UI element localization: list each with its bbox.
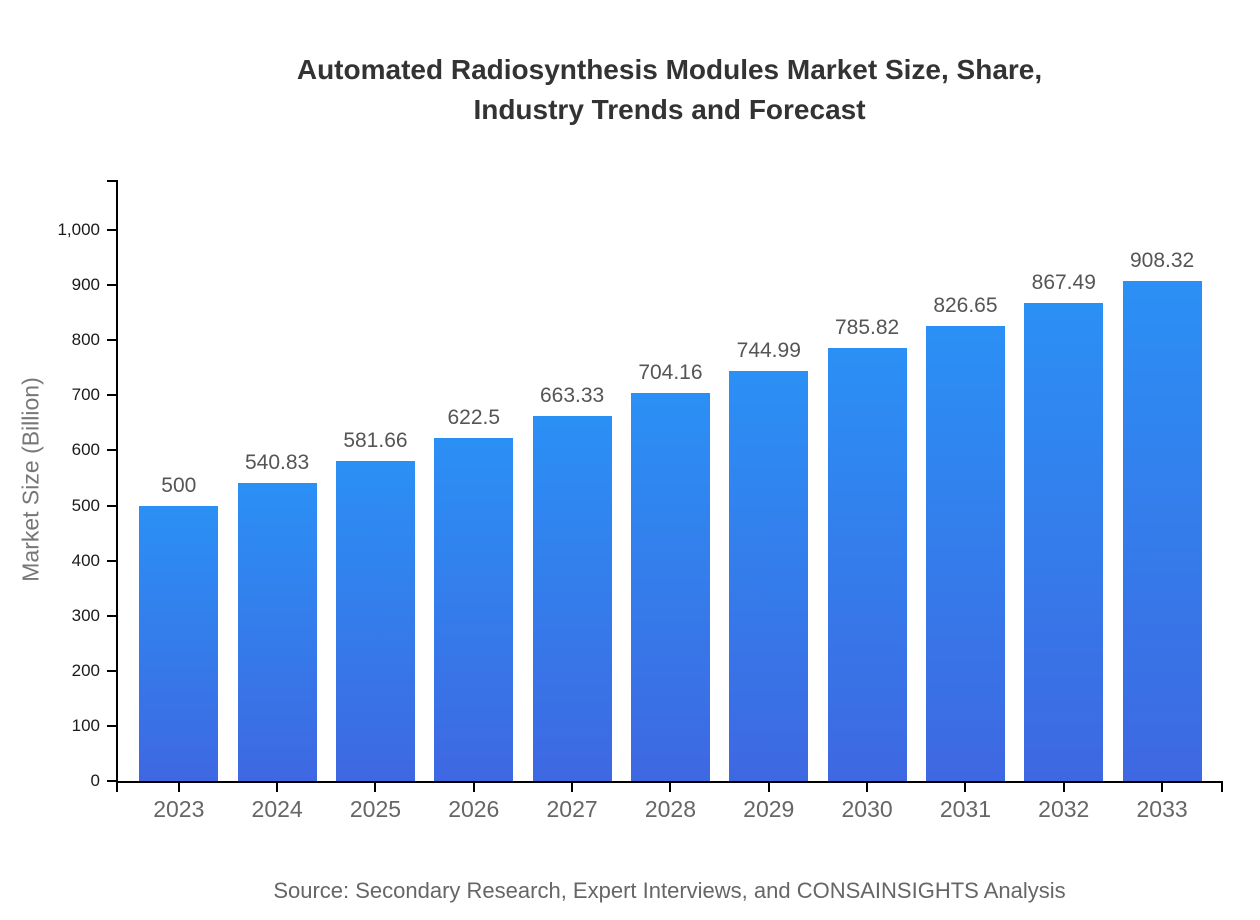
x-axis-tick [669, 783, 672, 792]
x-axis-tick-label: 2033 [1136, 796, 1188, 822]
x-axis-tick-label: 2030 [841, 796, 893, 822]
x-axis-tick-label: 2032 [1038, 796, 1090, 822]
y-axis-tick-label: 600 [71, 440, 100, 460]
bar-2026[interactable] [434, 438, 514, 781]
y-axis-tick [107, 394, 116, 397]
y-axis-tick-label: 700 [71, 385, 100, 405]
x-axis-tick-label: 2029 [743, 796, 795, 822]
x-axis-tick [767, 783, 770, 792]
y-axis-tick [107, 504, 116, 507]
bar-value-label: 500 [161, 473, 197, 497]
x-axis-tick [177, 783, 180, 792]
y-axis-tick [107, 284, 116, 287]
bar-value-label: 826.65 [933, 293, 998, 317]
y-axis-tick-label: 200 [71, 660, 100, 680]
chart-title-line-2: Industry Trends and Forecast [473, 94, 866, 125]
bar-value-label: 908.32 [1129, 248, 1195, 272]
y-axis-end-tick [107, 180, 116, 182]
y-axis-tick-label: 300 [71, 605, 100, 625]
y-axis-line [116, 180, 118, 783]
x-axis-tick [1161, 783, 1164, 792]
x-axis-tick [571, 783, 574, 792]
x-axis-line [116, 781, 1223, 783]
y-axis-tick-label: 0 [90, 771, 100, 790]
y-axis-tick [107, 559, 116, 562]
x-axis-tick [374, 783, 377, 792]
bar-value-label: 744.99 [736, 338, 801, 362]
x-axis-tick [1062, 783, 1065, 792]
chart-title: Automated Radiosynthesis Modules Market … [118, 50, 1221, 130]
bar-value-label: 540.83 [245, 451, 310, 474]
y-axis-tick-label: 500 [71, 495, 100, 515]
bar-2024[interactable] [237, 483, 317, 781]
y-axis-tick-label: 400 [71, 550, 100, 570]
bar-2028[interactable] [630, 393, 710, 781]
chart-title-line-1: Automated Radiosynthesis Modules Market … [296, 54, 1043, 85]
y-axis-tick [107, 724, 116, 727]
bar-value-label: 704.16 [638, 361, 703, 384]
x-axis-tick-label: 2028 [644, 796, 697, 822]
y-axis-tick-label: 100 [71, 715, 100, 735]
y-axis-tick-label: 900 [71, 275, 100, 295]
bar-2027[interactable] [532, 415, 612, 781]
y-axis-tick [107, 339, 116, 342]
x-axis-tick [964, 783, 967, 792]
bar-2023[interactable] [139, 505, 219, 781]
bar-2025[interactable] [335, 460, 415, 781]
x-axis-left-end-tick [116, 783, 118, 792]
bar-2030[interactable] [827, 348, 907, 781]
x-axis-tick-label: 2026 [448, 796, 500, 822]
bar-value-label: 663.33 [539, 383, 605, 407]
bar-value-label: 867.49 [1031, 271, 1096, 294]
x-axis-tick [472, 783, 475, 792]
x-axis-tick-label: 2023 [153, 796, 205, 822]
y-axis-tick-label: 800 [71, 330, 100, 350]
x-axis-tick [866, 783, 869, 792]
bar-value-label: 622.5 [447, 406, 501, 429]
y-axis-tick [107, 229, 116, 231]
x-axis-tick-label: 2031 [939, 796, 992, 822]
y-axis-tick-label: 1,000 [57, 220, 100, 239]
bar-2031[interactable] [925, 325, 1005, 781]
y-axis-tick [107, 614, 116, 617]
y-axis-tick [107, 780, 116, 782]
bar-value-label: 581.66 [343, 428, 408, 452]
bar-2032[interactable] [1024, 303, 1104, 781]
bar-value-label: 785.82 [834, 316, 900, 339]
source-note: Source: Secondary Research, Expert Inter… [273, 878, 1066, 903]
bar-2033[interactable] [1122, 280, 1202, 781]
x-axis-right-end-tick [1221, 783, 1223, 792]
y-axis-tick [107, 449, 116, 452]
x-axis-tick [276, 783, 279, 792]
y-axis-tick [107, 669, 116, 672]
x-axis-tick-label: 2027 [546, 796, 598, 822]
x-axis-tick-label: 2024 [251, 796, 303, 822]
x-axis-tick-label: 2025 [349, 796, 402, 822]
bar-2029[interactable] [729, 370, 809, 781]
